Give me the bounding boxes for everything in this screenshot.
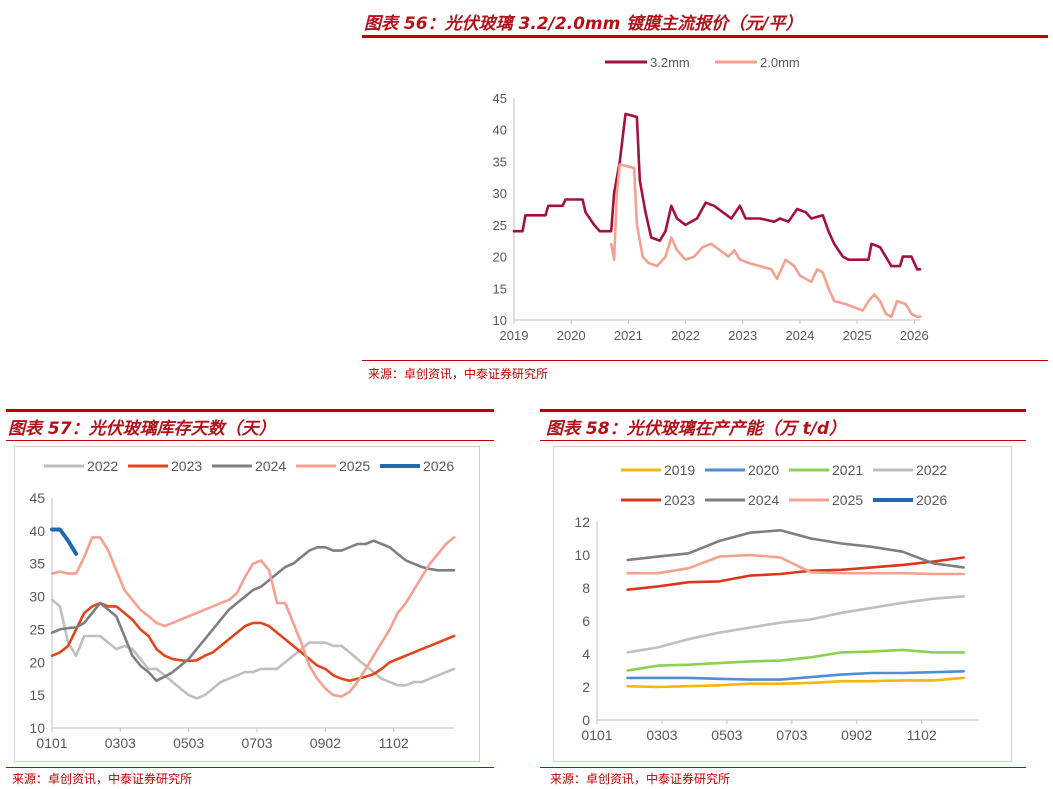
legend-label-2026: 2026 (423, 458, 454, 474)
x-tick-label: 0902 (310, 735, 341, 751)
series-line-2026 (50, 527, 79, 556)
x-tick-label: 0503 (711, 727, 742, 743)
title-underline-57 (6, 440, 494, 441)
y-tick-label: 35 (493, 154, 507, 169)
y-tick-label: 40 (29, 523, 45, 539)
x-tick-label: 0303 (105, 735, 136, 751)
y-tick-label: 8 (582, 580, 590, 596)
x-tick-label: 0101 (581, 727, 612, 743)
chart-title-57: 图表 57：光伏玻璃库存天数（天） (8, 419, 276, 439)
x-tick-label: 2026 (900, 328, 929, 343)
legend-label-2023: 2023 (171, 458, 202, 474)
series-line-2-0mm (609, 163, 922, 319)
y-tick-label: 4 (582, 646, 590, 662)
x-tick-label: 2022 (671, 328, 700, 343)
legend-label-2025: 2025 (832, 492, 863, 508)
y-tick-label: 45 (493, 91, 507, 106)
chart-source-58: 来源：卓创资讯，中泰证券研究所 (550, 772, 731, 786)
x-tick-label: 0101 (36, 735, 67, 751)
x-tick-label: 1102 (379, 735, 409, 751)
series-line-2019 (626, 676, 966, 689)
source-divider-57 (6, 767, 494, 768)
series-line-2024 (626, 529, 966, 569)
legend-label-2021: 2021 (832, 462, 863, 478)
y-tick-label: 15 (29, 687, 45, 703)
chart-frame-57 (14, 446, 480, 762)
y-tick-label: 35 (29, 556, 45, 572)
series-line-2022 (626, 595, 966, 654)
y-tick-label: 12 (574, 514, 590, 530)
x-tick-label: 0703 (776, 727, 807, 743)
y-tick-label: 15 (493, 281, 507, 296)
series-line-2020 (626, 670, 966, 681)
legend-label-2024: 2024 (255, 458, 286, 474)
chart-title-56: 图表 56：光伏玻璃 3.2/2.0mm 镀膜主流报价（元/平） (364, 14, 803, 34)
x-tick-label: 2021 (614, 328, 643, 343)
y-tick-label: 20 (493, 250, 507, 265)
legend-label-2022: 2022 (916, 462, 947, 478)
legend-label-2020: 2020 (748, 462, 779, 478)
y-tick-label: 40 (493, 123, 507, 138)
y-tick-label: 20 (29, 654, 45, 670)
y-tick-label: 0 (582, 712, 590, 728)
y-tick-label: 25 (29, 621, 45, 637)
title-underline-58 (540, 440, 1026, 441)
legend-label-2026: 2026 (916, 492, 947, 508)
y-tick-label: 6 (582, 613, 590, 629)
x-tick-label: 2024 (785, 328, 814, 343)
legend-label-2025: 2025 (339, 458, 370, 474)
series-line-2025 (50, 536, 456, 698)
x-tick-label: 0902 (841, 727, 872, 743)
series-line-2023 (50, 601, 456, 682)
chart-title-58: 图表 58：光伏玻璃在产产能（万 t/d） (546, 419, 846, 439)
title-overline-57 (6, 409, 494, 412)
source-divider-58 (540, 767, 1026, 768)
title-overline-58 (540, 409, 1026, 412)
x-tick-label: 0703 (241, 735, 272, 751)
legend-label-2024: 2024 (748, 492, 779, 508)
series-line-2025 (626, 553, 966, 576)
source-divider-56 (362, 360, 1048, 361)
y-tick-label: 30 (29, 589, 45, 605)
x-tick-label: 0303 (646, 727, 677, 743)
x-tick-label: 2019 (500, 328, 529, 343)
x-tick-label: 0503 (173, 735, 204, 751)
y-tick-label: 30 (493, 186, 507, 201)
chart-58: 0 2 4 6 8 10 12 0101 0303 0503 0703 0902 1102 2019 202… (574, 462, 979, 743)
chart-source-57: 来源：卓创资讯，中泰证券研究所 (12, 772, 193, 786)
legend-label-2022: 2022 (87, 458, 118, 474)
y-tick-label: 25 (493, 218, 507, 233)
series-line-3-2mm (512, 112, 922, 271)
title-underline-56 (362, 35, 1048, 38)
series-line-2024 (50, 539, 456, 682)
legend-label-2-0mm: 2.0mm (760, 55, 800, 70)
y-tick-label: 10 (574, 547, 590, 563)
series-line-2023 (626, 556, 966, 591)
legend-label-3-2mm: 3.2mm (650, 55, 690, 70)
chart-frame-58 (553, 446, 1012, 762)
legend-label-2023: 2023 (664, 492, 695, 508)
y-tick-label: 10 (493, 313, 507, 328)
y-tick-label: 10 (29, 720, 45, 736)
y-tick-label: 45 (29, 490, 45, 506)
x-tick-label: 1102 (907, 727, 937, 743)
series-line-2022 (50, 598, 456, 700)
x-tick-label: 2023 (728, 328, 757, 343)
x-tick-label: 2025 (843, 328, 872, 343)
chart-source-56: 来源：卓创资讯，中泰证券研究所 (368, 367, 549, 381)
y-tick-label: 2 (582, 679, 590, 695)
series-line-2021 (626, 648, 966, 672)
x-tick-label: 2020 (557, 328, 586, 343)
legend-label-2019: 2019 (664, 462, 695, 478)
